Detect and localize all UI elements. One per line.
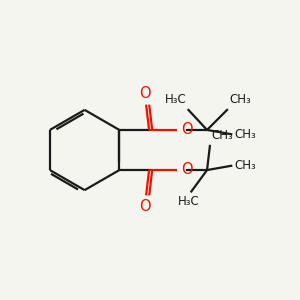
Text: O: O	[139, 199, 150, 214]
Text: O: O	[139, 86, 150, 101]
Text: O: O	[181, 162, 193, 177]
Text: CH₃: CH₃	[235, 159, 256, 172]
Text: CH₃: CH₃	[229, 93, 251, 106]
Text: O: O	[181, 122, 193, 137]
Text: H₃C: H₃C	[178, 195, 200, 208]
Text: CH₃: CH₃	[212, 129, 233, 142]
Text: H₃C: H₃C	[164, 93, 186, 106]
Text: CH₃: CH₃	[235, 128, 256, 141]
